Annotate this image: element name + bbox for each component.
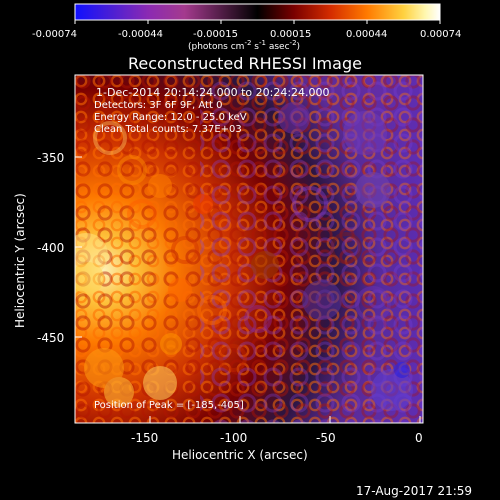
colorbar-frame — [74, 3, 441, 21]
x-axis-label: Heliocentric X (arcsec) — [172, 448, 308, 462]
colorbar-tick-label: 0.00044 — [346, 29, 387, 40]
colorbar-tick-label: 0.00074 — [420, 29, 461, 40]
x-tick-label: -100 — [220, 431, 247, 445]
peak-position-label: Position of Peak = [-185,-405] — [94, 400, 244, 411]
colorbar: -0.00074 -0.00044 -0.00015 0.00015 0.000… — [32, 3, 461, 52]
colorbar-gradient — [75, 4, 440, 20]
colorbar-unit-label: (photons cm-2 s-1 asec-2) — [188, 39, 300, 52]
colorbar-tick-label: -0.00015 — [193, 29, 238, 40]
annotation-line-2: Detectors: 3F 6F 9F, Att 0 — [94, 100, 222, 111]
y-tick-label: -350 — [37, 151, 64, 165]
colorbar-ticks — [74, 20, 441, 24]
axis-ticks — [75, 156, 421, 423]
y-tick-label: -400 — [37, 241, 64, 255]
colorbar-tick-label: 0.00015 — [270, 29, 311, 40]
y-tick-label: -450 — [37, 331, 64, 345]
image-frame — [74, 74, 424, 424]
footer-timestamp: 17-Aug-2017 21:59 — [356, 484, 472, 498]
x-tick-label: -150 — [131, 431, 158, 445]
y-axis-label: Heliocentric Y (arcsec) — [13, 193, 27, 328]
x-tick-label: 0 — [415, 431, 423, 445]
colorbar-tick-label: -0.00074 — [32, 29, 77, 40]
rhessi-image — [75, 75, 423, 423]
annotation-line-3: Energy Range: 12.0 - 25.0 keV — [94, 112, 247, 123]
annotation-line-4: Clean Total counts: 7.37E+03 — [94, 124, 242, 135]
annotation-line-1: 1-Dec-2014 20:14:24.000 to 20:24:24.000 — [96, 86, 330, 99]
x-tick-label: -50 — [316, 431, 336, 445]
colorbar-tick-label: -0.00044 — [118, 29, 163, 40]
plot-title: Reconstructed RHESSI Image — [128, 54, 362, 73]
